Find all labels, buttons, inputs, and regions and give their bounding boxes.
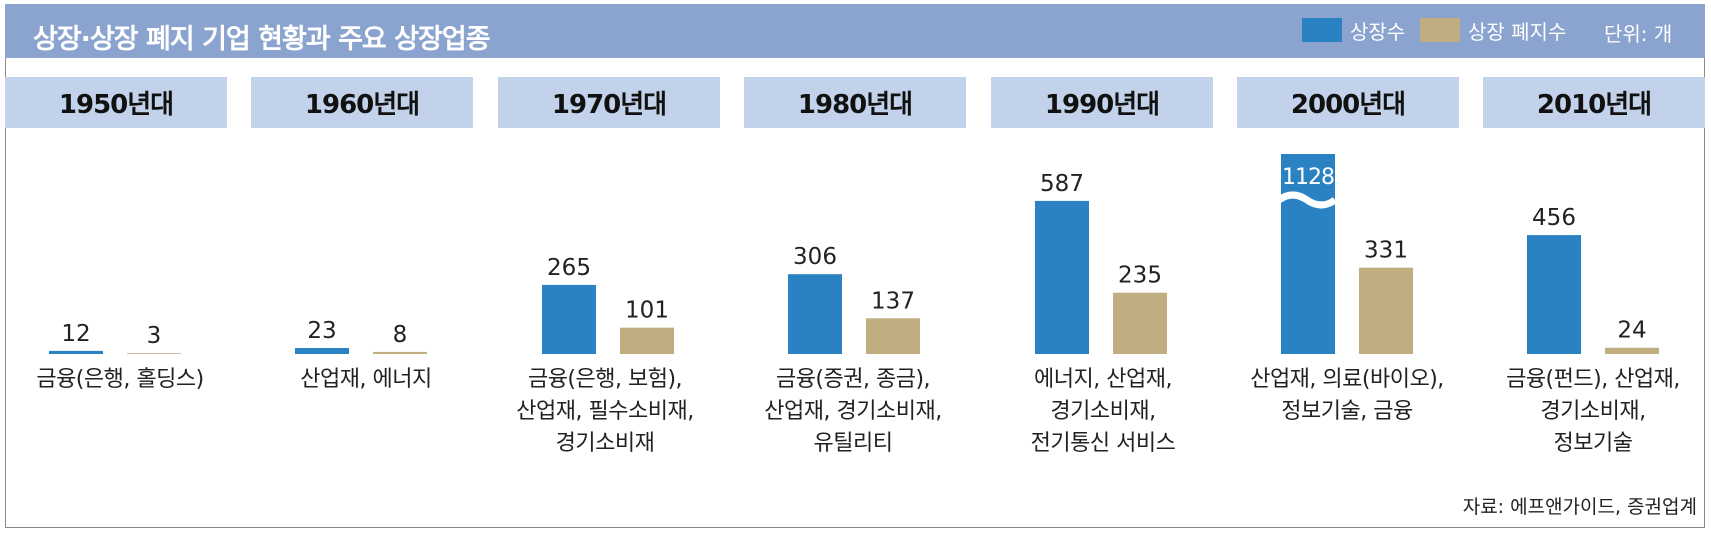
value-label-listings-3: 306	[793, 244, 837, 270]
value-label-listings-5: 1128	[1282, 165, 1334, 190]
legend-swatch-listings	[1302, 18, 1342, 42]
legend-label-listings: 상장수	[1350, 19, 1406, 44]
value-label-delistings-3: 137	[871, 288, 915, 314]
bar-delistings-2	[620, 327, 674, 354]
bar-delistings-4	[1113, 292, 1167, 354]
bar-listings-1	[295, 348, 349, 354]
decade-header-2000s: 2000년대	[1237, 77, 1459, 128]
legend-swatch-delistings	[1420, 18, 1460, 42]
source-note: 자료: 에프앤가이드, 증권업계	[1462, 496, 1697, 518]
value-label-listings-0: 12	[61, 321, 90, 347]
legend-label-delistings: 상장 폐지수	[1468, 19, 1567, 44]
bar-delistings-3	[866, 318, 920, 354]
decade-header-1970s: 1970년대	[498, 77, 720, 128]
chart-title: 상장·상장 폐지 기업 현황과 주요 상장업종	[33, 24, 491, 55]
value-label-listings-4: 587	[1040, 171, 1084, 197]
bar-listings-4	[1035, 200, 1089, 354]
decade-header-1990s: 1990년대	[991, 77, 1213, 128]
legend-item-delistings: 상장 폐지수	[1420, 18, 1567, 44]
bar-listings-5	[1281, 154, 1335, 354]
bar-listings-2	[542, 284, 596, 354]
value-label-delistings-2: 101	[625, 298, 669, 324]
axis-break-marker	[1276, 191, 1338, 209]
unit-label: 단위: 개	[1604, 22, 1673, 46]
bar-delistings-5	[1359, 267, 1413, 354]
decade-header-1980s: 1980년대	[744, 77, 966, 128]
industry-label-2010s: 금융(펀드), 산업재, 경기소비재, 정보기술	[1506, 367, 1680, 456]
value-label-listings-2: 265	[547, 255, 591, 281]
value-label-listings-6: 456	[1532, 205, 1576, 231]
industry-label-1960s: 산업재, 에너지	[300, 367, 432, 392]
legend-item-listings: 상장수	[1302, 18, 1406, 44]
decade-header-1960s: 1960년대	[251, 77, 473, 128]
industry-label-1990s: 에너지, 산업재, 경기소비재, 전기통신 서비스	[1030, 367, 1176, 456]
value-label-delistings-5: 331	[1364, 238, 1408, 264]
industry-label-1970s: 금융(은행, 보험), 산업재, 필수소비재, 경기소비재	[516, 367, 694, 456]
bar-delistings-1	[373, 351, 427, 354]
industry-label-2000s: 산업재, 의료(바이오), 정보기술, 금융	[1250, 367, 1444, 424]
decade-header-2010s: 2010년대	[1483, 77, 1705, 128]
value-label-delistings-4: 235	[1118, 263, 1162, 289]
industry-label-1950s: 금융(은행, 홀딩스)	[36, 367, 204, 392]
bar-listings-3	[788, 274, 842, 354]
bar-delistings-0	[127, 353, 181, 354]
decade-header-1950s: 1950년대	[5, 77, 227, 128]
value-label-delistings-0: 3	[147, 323, 162, 349]
value-label-delistings-1: 8	[393, 322, 408, 348]
bar-listings-6	[1527, 235, 1581, 354]
value-label-delistings-6: 24	[1617, 318, 1646, 344]
bar-listings-0	[49, 350, 103, 354]
value-label-listings-1: 23	[307, 318, 336, 344]
bar-delistings-6	[1605, 347, 1659, 354]
industry-label-1980s: 금융(증권, 종금), 산업재, 경기소비재, 유틸리티	[764, 367, 942, 456]
